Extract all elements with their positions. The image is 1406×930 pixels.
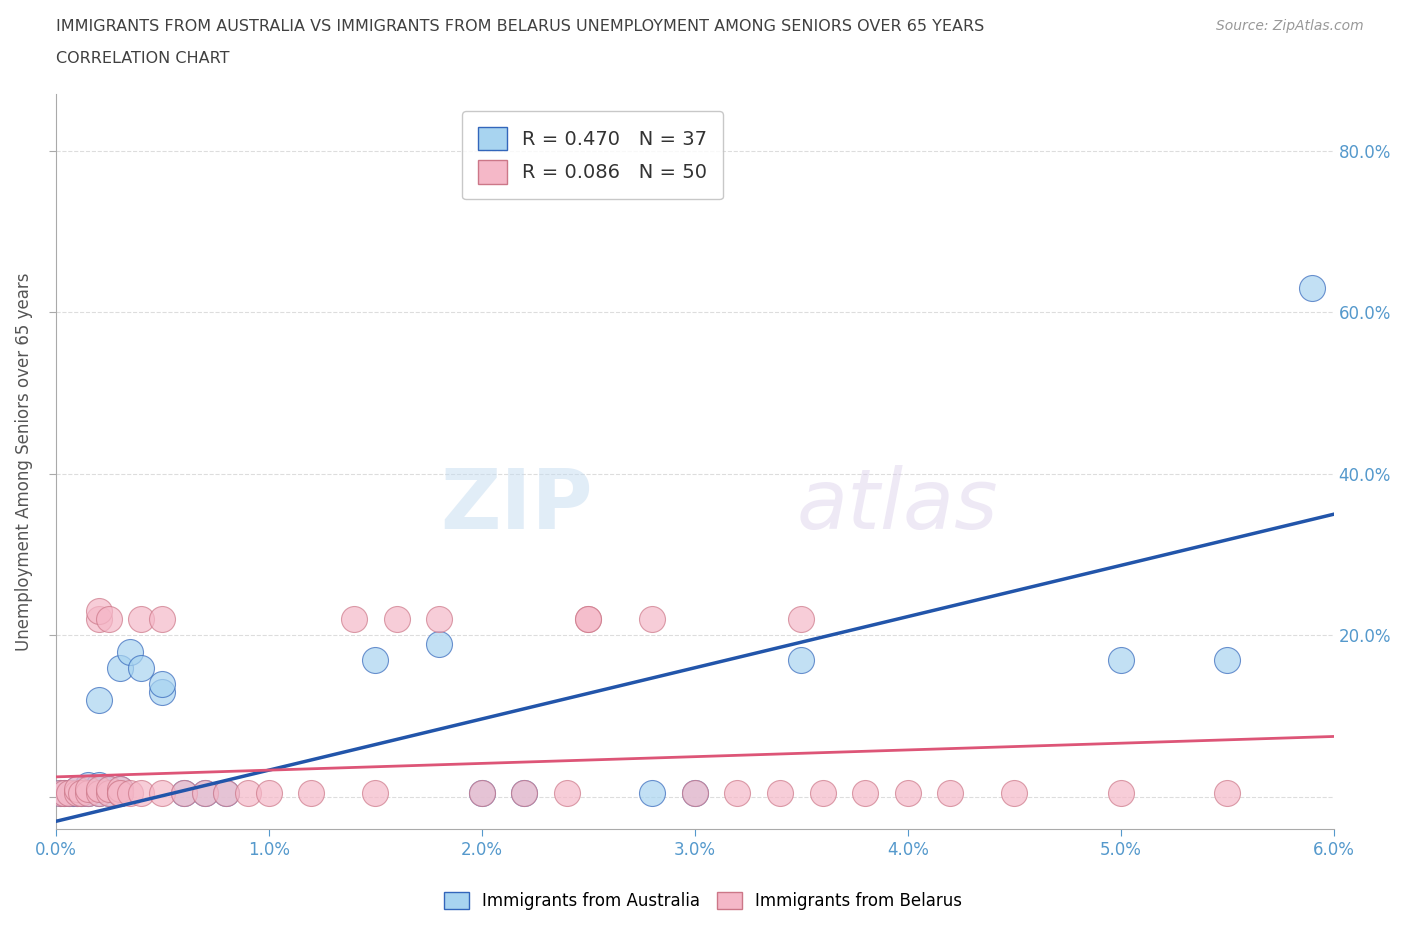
Immigrants from Australia: [129, 660, 152, 675]
Immigrants from Australia: [98, 781, 121, 796]
Immigrants from Belarus: [1002, 786, 1025, 801]
Immigrants from Belarus: [364, 786, 387, 801]
Legend: Immigrants from Australia, Immigrants from Belarus: Immigrants from Australia, Immigrants fr…: [437, 885, 969, 917]
Immigrants from Belarus: [129, 786, 152, 801]
Immigrants from Australia: [108, 781, 131, 796]
Immigrants from Belarus: [120, 786, 142, 801]
Immigrants from Australia: [53, 786, 76, 801]
Immigrants from Belarus: [471, 786, 494, 801]
Immigrants from Australia: [75, 781, 97, 796]
Immigrants from Australia: [87, 777, 110, 792]
Immigrants from Belarus: [811, 786, 834, 801]
Immigrants from Belarus: [108, 781, 131, 796]
Immigrants from Belarus: [385, 612, 408, 627]
Immigrants from Belarus: [1216, 786, 1239, 801]
Immigrants from Belarus: [108, 786, 131, 801]
Immigrants from Australia: [62, 786, 84, 801]
Immigrants from Belarus: [641, 612, 664, 627]
Immigrants from Australia: [513, 786, 536, 801]
Immigrants from Australia: [641, 786, 664, 801]
Immigrants from Belarus: [76, 786, 98, 801]
Immigrants from Belarus: [98, 612, 121, 627]
Immigrants from Belarus: [301, 786, 323, 801]
Text: CORRELATION CHART: CORRELATION CHART: [56, 51, 229, 66]
Immigrants from Australia: [76, 781, 98, 796]
Immigrants from Belarus: [343, 612, 366, 627]
Immigrants from Belarus: [257, 786, 280, 801]
Immigrants from Belarus: [555, 786, 578, 801]
Immigrants from Belarus: [98, 781, 121, 796]
Immigrants from Belarus: [513, 786, 536, 801]
Immigrants from Australia: [683, 786, 706, 801]
Immigrants from Belarus: [853, 786, 876, 801]
Immigrants from Australia: [108, 786, 131, 801]
Immigrants from Belarus: [87, 604, 110, 618]
Immigrants from Belarus: [769, 786, 792, 801]
Immigrants from Belarus: [129, 612, 152, 627]
Immigrants from Australia: [427, 636, 450, 651]
Immigrants from Belarus: [98, 786, 121, 801]
Text: IMMIGRANTS FROM AUSTRALIA VS IMMIGRANTS FROM BELARUS UNEMPLOYMENT AMONG SENIORS : IMMIGRANTS FROM AUSTRALIA VS IMMIGRANTS …: [56, 19, 984, 33]
Immigrants from Belarus: [76, 781, 98, 796]
Immigrants from Belarus: [58, 786, 80, 801]
Immigrants from Belarus: [236, 786, 259, 801]
Immigrants from Belarus: [152, 612, 174, 627]
Immigrants from Australia: [108, 660, 131, 675]
Immigrants from Belarus: [194, 786, 217, 801]
Immigrants from Belarus: [683, 786, 706, 801]
Text: atlas: atlas: [797, 465, 998, 546]
Immigrants from Belarus: [427, 612, 450, 627]
Immigrants from Belarus: [53, 786, 76, 801]
Immigrants from Belarus: [173, 786, 195, 801]
Immigrants from Australia: [152, 676, 174, 691]
Immigrants from Australia: [87, 781, 110, 796]
Immigrants from Australia: [1301, 281, 1323, 296]
Immigrants from Belarus: [87, 612, 110, 627]
Immigrants from Australia: [58, 786, 80, 801]
Immigrants from Belarus: [576, 612, 599, 627]
Immigrants from Belarus: [66, 786, 89, 801]
Text: Source: ZipAtlas.com: Source: ZipAtlas.com: [1216, 19, 1364, 33]
Immigrants from Australia: [120, 644, 142, 659]
Text: ZIP: ZIP: [440, 465, 592, 546]
Immigrants from Australia: [364, 652, 387, 667]
Immigrants from Australia: [98, 786, 121, 801]
Immigrants from Australia: [152, 684, 174, 699]
Immigrants from Australia: [49, 786, 72, 801]
Immigrants from Belarus: [152, 786, 174, 801]
Immigrants from Australia: [66, 781, 89, 796]
Immigrants from Belarus: [1109, 786, 1132, 801]
Immigrants from Belarus: [70, 786, 93, 801]
Immigrants from Belarus: [939, 786, 962, 801]
Immigrants from Australia: [194, 786, 217, 801]
Immigrants from Belarus: [790, 612, 813, 627]
Immigrants from Belarus: [49, 786, 72, 801]
Immigrants from Australia: [87, 786, 110, 801]
Y-axis label: Unemployment Among Seniors over 65 years: Unemployment Among Seniors over 65 years: [15, 272, 32, 651]
Immigrants from Belarus: [108, 786, 131, 801]
Legend: R = 0.470   N = 37, R = 0.086   N = 50: R = 0.470 N = 37, R = 0.086 N = 50: [463, 111, 723, 199]
Immigrants from Belarus: [66, 781, 89, 796]
Immigrants from Belarus: [897, 786, 920, 801]
Immigrants from Australia: [76, 786, 98, 801]
Immigrants from Australia: [173, 786, 195, 801]
Immigrants from Australia: [215, 786, 238, 801]
Immigrants from Belarus: [87, 781, 110, 796]
Immigrants from Australia: [70, 786, 93, 801]
Immigrants from Belarus: [576, 612, 599, 627]
Immigrants from Australia: [1216, 652, 1239, 667]
Immigrants from Belarus: [87, 786, 110, 801]
Immigrants from Australia: [66, 786, 89, 801]
Immigrants from Belarus: [215, 786, 238, 801]
Immigrants from Australia: [471, 786, 494, 801]
Immigrants from Australia: [790, 652, 813, 667]
Immigrants from Australia: [87, 693, 110, 708]
Immigrants from Australia: [1109, 652, 1132, 667]
Immigrants from Belarus: [725, 786, 748, 801]
Immigrants from Australia: [76, 777, 98, 792]
